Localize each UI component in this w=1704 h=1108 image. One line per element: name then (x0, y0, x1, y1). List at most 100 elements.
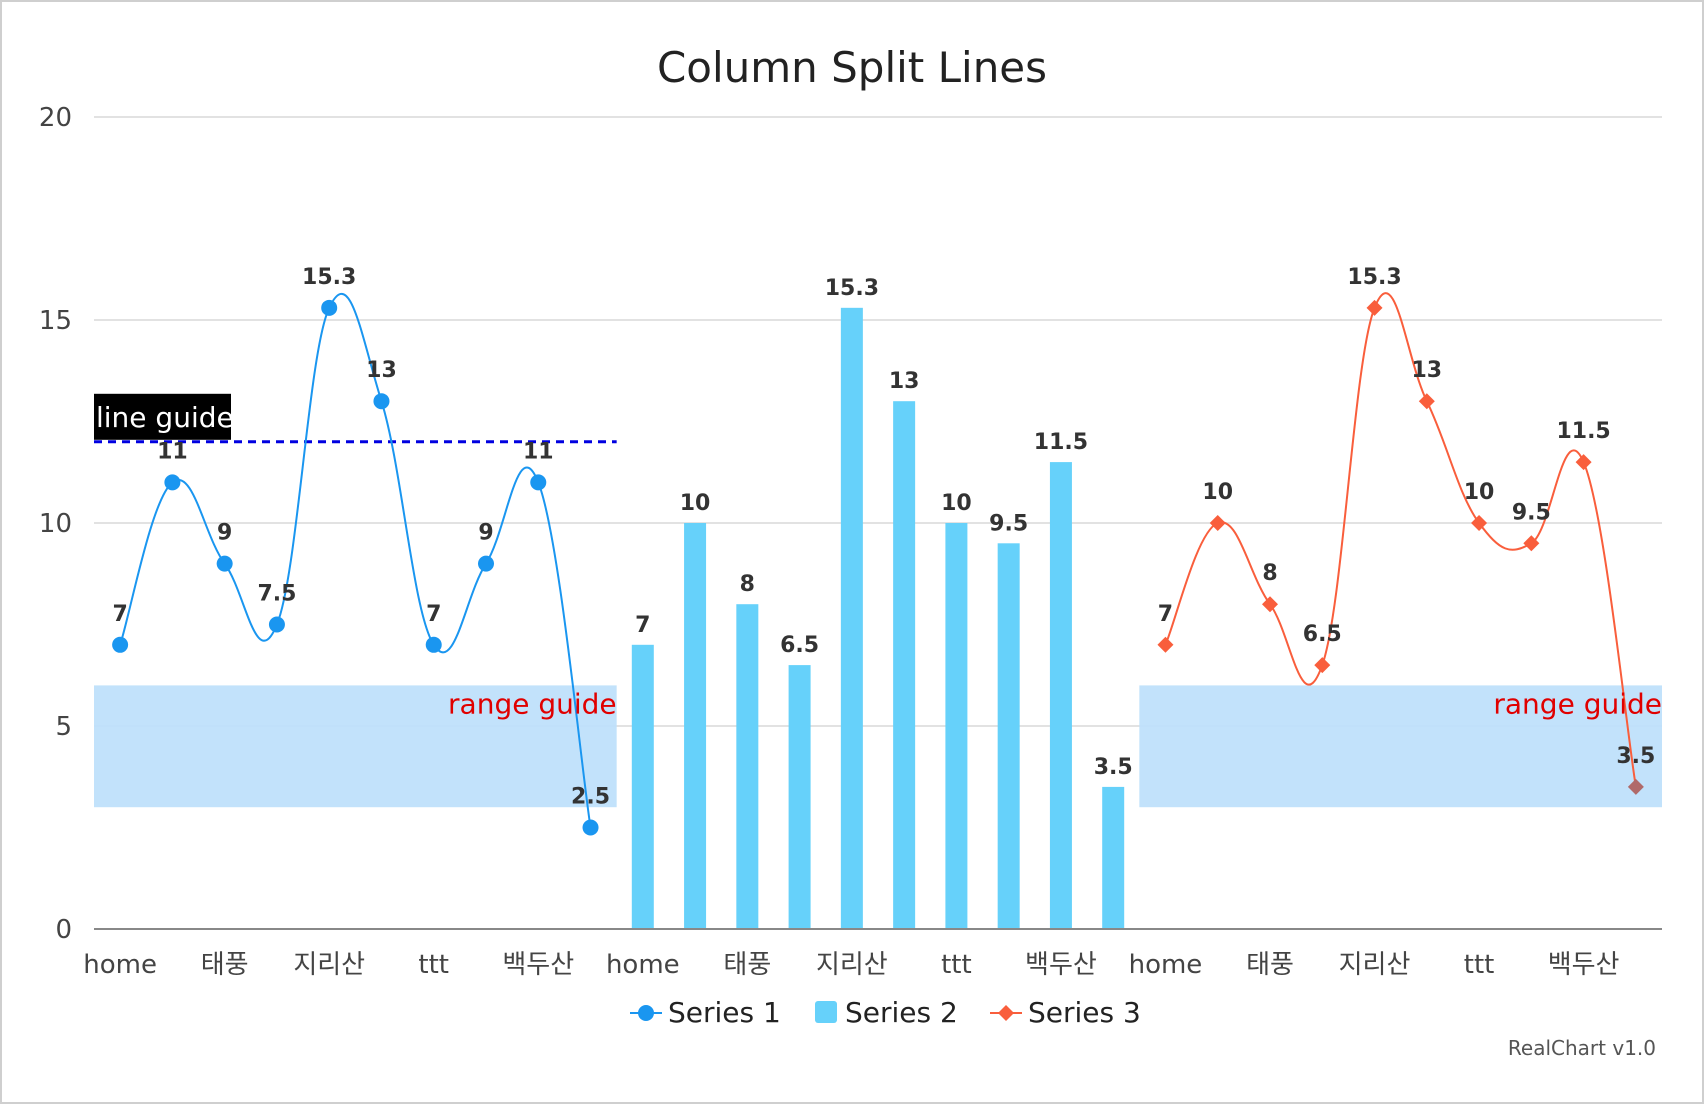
data-label: 10 (1464, 480, 1495, 505)
bar-layer (631, 307, 1125, 929)
bar-series-2[interactable] (1049, 462, 1072, 929)
x-tick-label: ttt (418, 950, 449, 980)
point-diamond[interactable] (1209, 515, 1226, 531)
legend-item[interactable]: Series 2 (815, 996, 958, 1029)
line-layer (112, 292, 1644, 836)
range-guide-label: range guide (1493, 687, 1662, 720)
point-diamond[interactable] (1157, 636, 1174, 653)
line-guide-label: line guide (96, 401, 234, 434)
point-circle[interactable] (582, 819, 599, 836)
legend-item[interactable]: Series 1 (630, 996, 781, 1029)
legend: Series 1 Series 2 Series 3 (630, 996, 1141, 1029)
point-diamond[interactable] (1575, 454, 1592, 471)
legend-label: Series 2 (845, 996, 958, 1029)
data-label: 3.5 (1094, 755, 1133, 780)
data-label: 6.5 (780, 633, 819, 658)
legend-circle-icon (638, 1005, 654, 1021)
point-circle[interactable] (530, 474, 547, 491)
y-tick-label: 15 (39, 306, 72, 336)
point-diamond[interactable] (1627, 778, 1644, 795)
data-label: 15.3 (1347, 265, 1401, 290)
y-tick-label: 10 (39, 509, 72, 539)
data-label: 7 (112, 602, 127, 627)
bar-series-2[interactable] (631, 644, 654, 929)
bar-series-2[interactable] (840, 307, 863, 929)
line-guide-tag: line guide (94, 393, 234, 440)
data-label: 6.5 (1303, 622, 1342, 647)
x-tick-label: 백두산 (1548, 950, 1620, 980)
bar-series-2[interactable] (997, 543, 1020, 929)
point-diamond[interactable] (1366, 299, 1383, 316)
point-circle[interactable] (373, 393, 390, 410)
data-label: 13 (366, 358, 397, 383)
bar-series-2[interactable] (736, 604, 759, 929)
bar-series-2[interactable] (1102, 786, 1125, 929)
range-guide-band (94, 685, 617, 808)
x-tick-label: 지리산 (1339, 950, 1411, 980)
x-tick-label: 백두산 (1025, 950, 1097, 980)
range-guide-label: range guide (448, 687, 617, 720)
point-diamond[interactable] (1418, 393, 1435, 410)
legend-square-icon (815, 1001, 837, 1023)
y-tick-label: 0 (55, 915, 72, 945)
x-tick-label: home (83, 950, 157, 980)
data-label: 10 (680, 491, 711, 516)
line-series-3 (1164, 292, 1637, 788)
x-tick-label: 태풍 (723, 950, 771, 980)
bar-series-2[interactable] (788, 665, 811, 929)
data-label: 7 (426, 602, 441, 627)
legend-item[interactable]: Series 3 (990, 996, 1141, 1029)
data-label: 11 (157, 439, 188, 464)
point-circle[interactable] (164, 474, 181, 491)
x-tick-label: 태풍 (201, 950, 249, 980)
x-tick-label: 태풍 (1246, 950, 1294, 980)
data-label: 9 (478, 521, 493, 546)
data-label: 7.5 (257, 582, 296, 607)
y-tick-label: 20 (39, 103, 72, 133)
x-tick-label: 지리산 (293, 950, 365, 980)
point-circle[interactable] (268, 616, 285, 633)
x-tick-label: ttt (1464, 950, 1495, 980)
x-tick-label: home (1129, 950, 1203, 980)
data-label: 7 (635, 613, 650, 638)
point-circle[interactable] (321, 299, 338, 316)
x-tick-label: ttt (941, 950, 972, 980)
legend-label: Series 3 (1028, 996, 1141, 1029)
point-circle[interactable] (425, 636, 442, 653)
legend-diamond-icon (998, 1005, 1014, 1021)
label-layer: line guide range guide 7 11 9 7.5 15.3 13 7 9 11 2.… (94, 265, 1662, 810)
point-diamond[interactable] (1262, 596, 1278, 613)
bar-series-2[interactable] (893, 401, 916, 929)
point-circle[interactable] (216, 555, 233, 572)
legend-label: Series 1 (668, 996, 781, 1029)
data-label: 11.5 (1034, 430, 1088, 455)
data-label: 8 (740, 572, 755, 597)
point-diamond[interactable] (1471, 515, 1488, 531)
point-diamond[interactable] (1314, 657, 1331, 674)
point-circle[interactable] (478, 555, 494, 572)
data-label: 10 (941, 491, 972, 516)
data-label: 8 (1262, 561, 1277, 586)
chart-title: Column Split Lines (657, 43, 1047, 92)
data-label: 15.3 (825, 276, 879, 301)
point-diamond[interactable] (1523, 535, 1540, 552)
data-label: 10 (1202, 480, 1233, 505)
data-label: 2.5 (571, 785, 610, 810)
bar-series-2[interactable] (945, 523, 968, 929)
data-label: 13 (1411, 358, 1442, 383)
x-tick-label: 백두산 (502, 950, 574, 980)
x-tick-label: home (606, 950, 680, 980)
point-circle[interactable] (112, 636, 129, 653)
guide-layer (94, 440, 1662, 808)
data-label: 13 (889, 369, 920, 394)
range-guide-band (1139, 685, 1662, 808)
x-tick-label: 지리산 (816, 950, 888, 980)
data-label: 9.5 (989, 511, 1028, 536)
chart-credits[interactable]: RealChart v1.0 (1508, 1036, 1656, 1060)
data-label: 3.5 (1616, 744, 1655, 769)
bar-series-2[interactable] (684, 523, 707, 929)
data-label: 9 (217, 521, 232, 546)
data-label: 11.5 (1556, 419, 1610, 444)
